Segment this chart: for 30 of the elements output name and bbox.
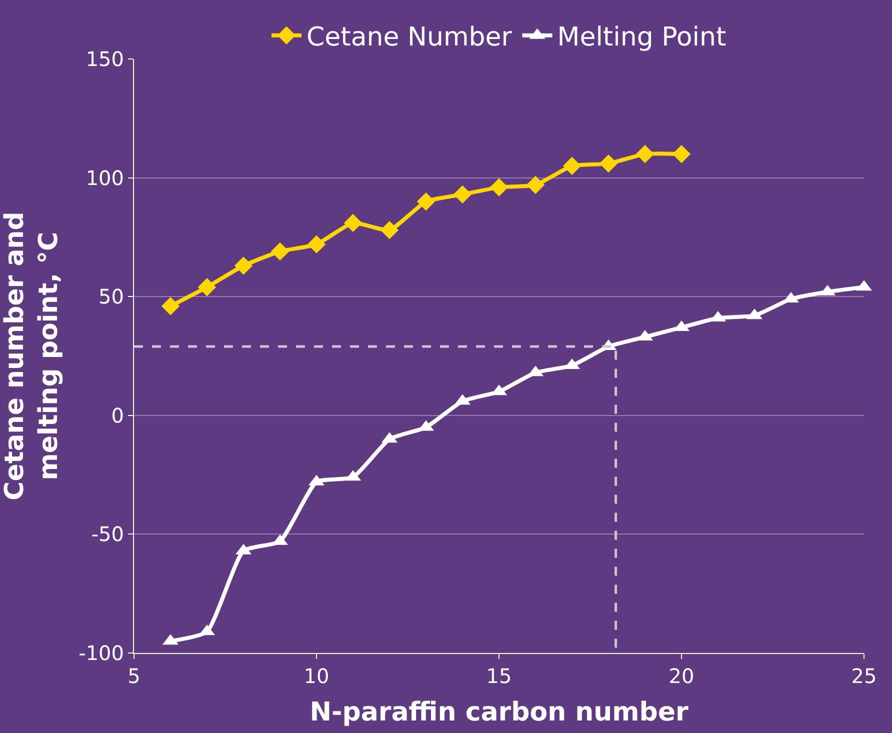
point (526, 176, 545, 194)
point (234, 256, 253, 275)
x-tick-label: 20 (668, 664, 694, 688)
point (161, 297, 180, 316)
point (672, 144, 691, 164)
point (307, 235, 326, 254)
point (198, 278, 216, 296)
y-tick-label: 100 (86, 166, 124, 190)
x-axis-title: N-paraffin carbon number (310, 698, 688, 728)
x-tick-label: 10 (304, 664, 330, 688)
x-tick-label: 15 (486, 664, 512, 688)
point (562, 156, 582, 176)
point (599, 154, 618, 173)
y-tick-label: 150 (86, 47, 124, 71)
x-tick-label: 5 (128, 664, 140, 688)
y-tick-label: 0 (111, 403, 124, 428)
point (490, 178, 508, 196)
y-tick-label: -50 (91, 522, 124, 546)
point (270, 242, 290, 261)
point (344, 214, 362, 232)
point (380, 220, 399, 240)
y-tick-label: 50 (98, 284, 124, 309)
legend-label: Melting Point (557, 22, 726, 53)
point (453, 185, 472, 204)
point (636, 144, 654, 164)
x-tick-label: 25 (851, 664, 877, 688)
y-axis-title: Cetane number and melting point, °C (0, 212, 64, 500)
point (416, 192, 436, 211)
y-tick-label: -100 (78, 641, 124, 665)
legend-label: Cetane Number (306, 22, 512, 53)
